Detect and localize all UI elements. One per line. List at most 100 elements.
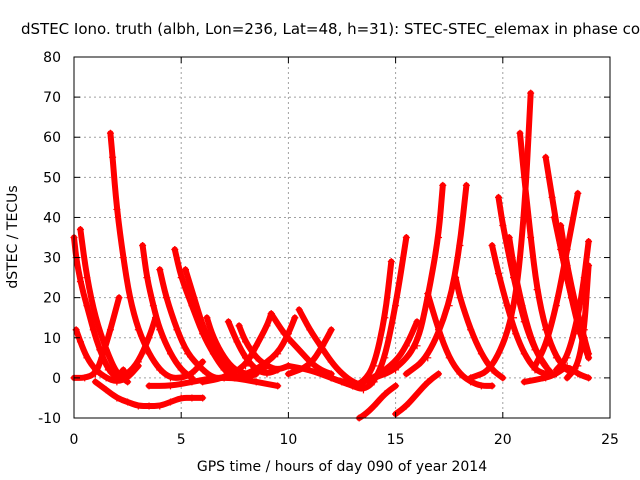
series-group <box>70 89 593 422</box>
data-point-arc41 <box>552 370 560 378</box>
data-point-arc42 <box>274 382 282 390</box>
data-point-arc18 <box>327 358 335 366</box>
data-point-arc1 <box>76 278 84 286</box>
data-point-arc13 <box>263 370 271 378</box>
data-point-arc9 <box>199 366 207 374</box>
data-point-arc28 <box>488 382 496 390</box>
data-point-arc31 <box>495 193 503 201</box>
data-point-arc3 <box>91 370 99 378</box>
data-point-arc7 <box>139 242 147 250</box>
data-point-arc12 <box>209 334 217 342</box>
data-point-arc29 <box>499 374 507 382</box>
data-point-arc5 <box>109 153 117 161</box>
data-point-arc26 <box>413 342 421 350</box>
data-point-arc3 <box>115 294 123 302</box>
data-point-arc34 <box>467 374 475 382</box>
data-point-arc5 <box>166 374 174 382</box>
data-point-arc3 <box>81 374 89 382</box>
data-point-arc25 <box>413 390 421 398</box>
data-point-arc11 <box>181 266 189 274</box>
data-point-arc27 <box>445 302 453 310</box>
data-point-arc9 <box>162 294 170 302</box>
data-point-arc10 <box>177 274 185 282</box>
data-point-arc40 <box>563 374 571 382</box>
series-line-arc26 <box>371 182 446 381</box>
data-point-arc42 <box>252 378 260 386</box>
series-line-arc41 <box>521 364 592 385</box>
data-point-arc16 <box>274 350 282 358</box>
data-point-arc30 <box>495 270 503 278</box>
data-point-arc6 <box>113 394 121 402</box>
data-point-arc6 <box>156 402 164 410</box>
data-point-arc34 <box>520 213 528 221</box>
data-point-arc29 <box>467 326 475 334</box>
data-point-arc33 <box>527 234 535 241</box>
data-point-arc32 <box>510 262 518 270</box>
series-line-arc25 <box>392 370 442 417</box>
series-line-arc1 <box>71 234 127 379</box>
data-point-arc1 <box>89 326 97 334</box>
data-point-arc38 <box>563 262 571 270</box>
data-point-arc15 <box>242 362 250 370</box>
data-point-arc6 <box>166 398 174 406</box>
series-line-arc18 <box>296 306 367 389</box>
data-point-arc11 <box>199 322 207 330</box>
data-point-arc30 <box>520 350 528 358</box>
data-point-arc6 <box>145 402 153 410</box>
data-point-arc29 <box>477 350 485 358</box>
data-point-arc8 <box>124 370 132 378</box>
series-line-arc28 <box>424 290 496 389</box>
data-point-arc33 <box>552 354 560 362</box>
data-point-arc16 <box>252 366 260 374</box>
data-point-arc27 <box>424 354 432 362</box>
data-point-arc5 <box>145 350 153 358</box>
data-point-arc28 <box>477 382 485 390</box>
data-point-arc40 <box>574 362 582 370</box>
data-point-arc27 <box>402 370 410 378</box>
data-point-arc24 <box>402 342 410 350</box>
data-point-arc14 <box>274 366 282 374</box>
x-tick-label: 15 <box>387 432 405 448</box>
data-point-arc28 <box>456 370 464 378</box>
y-tick-label: -10 <box>38 411 61 427</box>
data-point-arc32 <box>518 302 526 310</box>
data-point-arc26 <box>434 234 442 241</box>
data-point-arc31 <box>499 221 507 229</box>
x-tick-label: 25 <box>601 432 619 448</box>
data-point-arc13 <box>233 338 241 346</box>
data-point-arc3 <box>106 326 114 334</box>
data-point-arc8 <box>113 374 121 382</box>
data-point-arc4 <box>102 346 110 354</box>
data-point-arc16 <box>291 314 299 322</box>
data-point-arc24 <box>349 382 357 390</box>
data-point-arc19 <box>319 342 327 350</box>
data-point-arc6 <box>91 378 99 386</box>
data-point-arc17 <box>267 310 275 318</box>
data-point-arc21 <box>381 314 389 322</box>
data-point-arc21 <box>387 258 395 266</box>
data-point-arc39 <box>585 238 593 246</box>
y-tick-label: 0 <box>52 371 61 387</box>
data-point-arc5 <box>134 326 142 334</box>
data-point-arc19 <box>284 370 292 378</box>
data-point-arc4 <box>76 225 84 233</box>
y-tick-label: 60 <box>43 130 61 146</box>
data-point-arc15 <box>252 342 260 350</box>
data-point-arc26 <box>370 374 378 382</box>
data-point-arc39 <box>574 314 582 322</box>
data-point-arc5 <box>119 254 127 262</box>
data-point-arc2 <box>76 338 84 346</box>
data-point-arc27 <box>462 181 470 189</box>
data-point-arc5 <box>199 358 207 366</box>
data-point-arc41 <box>563 362 571 370</box>
data-point-arc17 <box>280 330 288 338</box>
data-point-arc40 <box>580 326 588 334</box>
data-point-arc37 <box>550 213 558 221</box>
data-point-arc6 <box>177 394 185 402</box>
data-point-arc7 <box>149 302 157 310</box>
data-point-arc29 <box>456 294 464 302</box>
data-point-arc32 <box>505 234 513 241</box>
data-point-arc6 <box>188 394 196 402</box>
data-point-arc41 <box>574 370 582 378</box>
data-point-arc13 <box>224 318 232 326</box>
